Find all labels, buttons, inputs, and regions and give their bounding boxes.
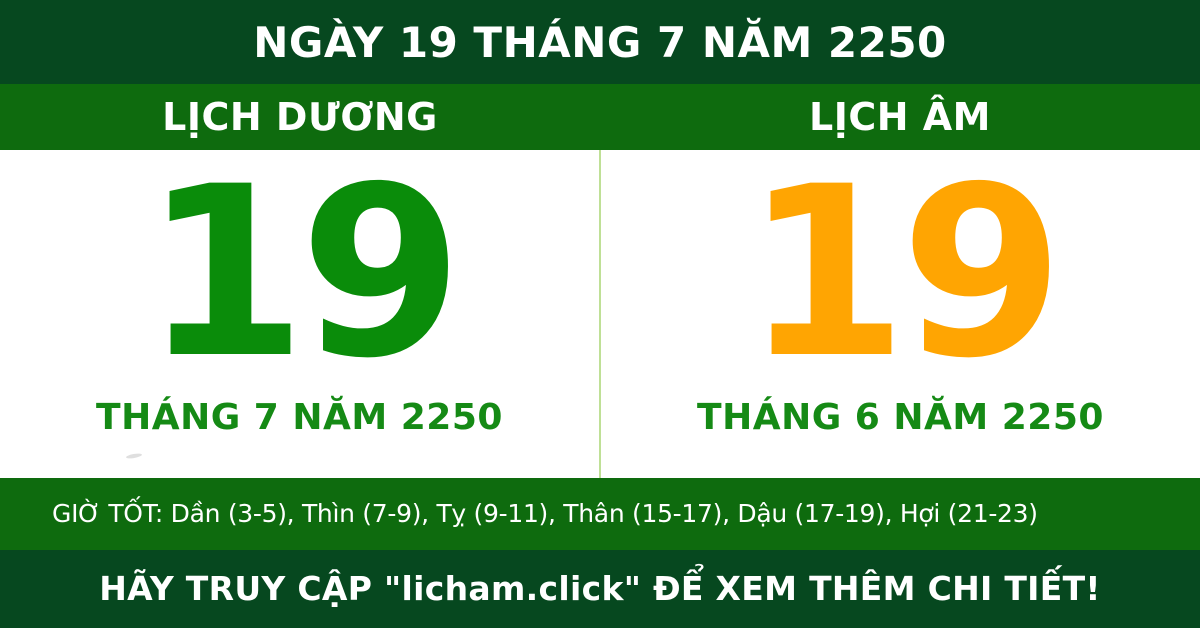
solar-panel: 19 THÁNG 7 NĂM 2250 xyxy=(0,150,599,478)
lunar-day-number: 19 xyxy=(744,150,1064,410)
solar-calendar-label: LỊCH DƯƠNG xyxy=(162,95,438,139)
date-banner-title: NGÀY 19 THÁNG 7 NĂM 2250 xyxy=(253,17,947,67)
footer-cta-text: HÃY TRUY CẬP "licham.click" ĐỂ XEM THÊM … xyxy=(99,569,1101,609)
footer-banner: HÃY TRUY CẬP "licham.click" ĐỂ XEM THÊM … xyxy=(0,549,1200,628)
solar-month-year-label: THÁNG 7 NĂM 2250 xyxy=(96,397,503,438)
solar-day-number: 19 xyxy=(143,150,463,410)
lunar-calendar-label: LỊCH ÂM xyxy=(809,95,991,139)
date-banner: NGÀY 19 THÁNG 7 NĂM 2250 xyxy=(0,0,1200,84)
lunar-month-year-label: THÁNG 6 NĂM 2250 xyxy=(697,397,1104,438)
good-hours-bar: GIỜ TỐT: Dần (3-5), Thìn (7-9), Tỵ (9-11… xyxy=(0,477,1200,550)
lunar-panel: 19 THÁNG 6 NĂM 2250 xyxy=(601,150,1200,478)
calendar-type-header: LỊCH DƯƠNG LỊCH ÂM xyxy=(0,84,1200,150)
solar-calendar-header: LỊCH DƯƠNG xyxy=(0,84,600,150)
day-panels: 19 THÁNG 7 NĂM 2250 19 THÁNG 6 NĂM 2250 xyxy=(0,150,1200,478)
lunar-calendar-header: LỊCH ÂM xyxy=(600,84,1200,150)
good-hours-text: GIỜ TỐT: Dần (3-5), Thìn (7-9), Tỵ (9-11… xyxy=(52,499,1038,528)
panel-divider xyxy=(599,150,601,478)
